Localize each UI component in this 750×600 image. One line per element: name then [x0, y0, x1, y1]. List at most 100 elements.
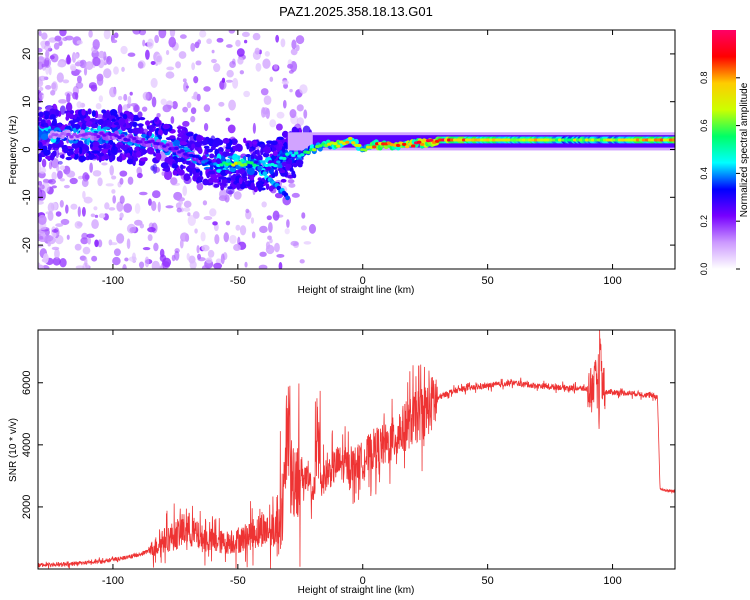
band-blob: [194, 168, 201, 173]
noise-blob: [50, 90, 56, 96]
noise-blob: [252, 32, 261, 41]
noise-blob: [147, 234, 153, 242]
noise-blob: [182, 207, 191, 212]
noise-blob: [142, 39, 146, 47]
noise-blob: [98, 50, 105, 59]
noise-blob: [205, 257, 213, 264]
noise-blob: [82, 246, 91, 255]
ridge-core: [150, 139, 155, 143]
x-tick-label: 50: [482, 575, 494, 587]
band-blob: [155, 152, 162, 161]
ridge-core: [117, 135, 122, 140]
noise-blob: [150, 77, 158, 89]
noise-blob: [152, 163, 158, 175]
ridge-core: [99, 131, 104, 135]
noise-blob: [148, 198, 152, 206]
noise-blob: [117, 95, 123, 101]
band-blob: [191, 169, 196, 175]
noise-blob: [59, 30, 67, 37]
band-blob: [119, 112, 124, 116]
noise-blob: [89, 162, 93, 173]
noise-blob: [127, 52, 136, 57]
noise-blob: [259, 225, 268, 234]
band-blob: [126, 152, 131, 158]
noise-blob: [129, 226, 137, 234]
ridge-core: [411, 144, 416, 148]
band-blob: [69, 149, 74, 155]
noise-blob: [183, 81, 189, 93]
band-blob: [244, 180, 249, 185]
band-blob: [281, 130, 289, 138]
y-tick-label: 4000: [21, 433, 33, 457]
ridge-core: [66, 132, 71, 137]
noise-blob: [64, 35, 74, 41]
noise-blob: [176, 207, 182, 213]
band-blob: [199, 170, 203, 177]
colorbar-scale: [712, 30, 736, 269]
band-blob: [176, 126, 185, 130]
band-blob: [196, 134, 202, 143]
band-blob: [212, 178, 220, 183]
band-blob: [185, 132, 194, 137]
noise-blob: [233, 243, 241, 252]
noise-blob: [55, 211, 62, 217]
noise-blob: [90, 213, 96, 218]
band-blob: [283, 141, 288, 149]
band-blob: [191, 143, 196, 149]
band-blob: [47, 143, 52, 152]
noise-blob: [186, 101, 192, 109]
band-blob: [107, 149, 111, 157]
band-blob: [79, 146, 83, 155]
noise-blob: [55, 223, 64, 227]
noise-blob: [158, 30, 167, 39]
noise-blob: [66, 170, 76, 178]
noise-blob: [38, 264, 45, 269]
colorbar-ticks: 0.0 0.2 0.4 0.6 0.8: [699, 72, 740, 275]
noise-blob: [60, 218, 70, 226]
noise-blob: [81, 206, 86, 217]
noise-blob: [91, 219, 99, 230]
noise-blob: [127, 95, 132, 106]
noise-blob: [69, 177, 78, 185]
noise-blob: [187, 212, 191, 217]
noise-blob: [174, 250, 180, 261]
band-blob: [188, 162, 196, 169]
band-blob: [108, 155, 113, 163]
noise-blob: [74, 69, 82, 74]
noise-blob: [252, 122, 256, 134]
noise-blob: [56, 165, 60, 172]
ridge-core: [306, 150, 311, 155]
x-tick-label: -100: [102, 575, 124, 587]
band-blob: [265, 183, 270, 190]
band-blob: [49, 114, 56, 120]
noise-blob: [70, 203, 78, 210]
noise-blob: [237, 57, 244, 65]
noise-blob: [229, 60, 236, 69]
band-blob: [81, 123, 87, 131]
band-blob: [257, 154, 263, 162]
band-blob: [71, 142, 79, 149]
noise-blob: [175, 61, 181, 69]
band-blob: [65, 115, 70, 121]
noise-blob: [58, 99, 67, 104]
band-blob: [173, 139, 181, 147]
noise-blob: [119, 177, 124, 185]
noise-blob: [66, 234, 70, 240]
noise-blob: [209, 208, 217, 217]
noise-blob: [136, 166, 143, 175]
band-blob: [81, 108, 86, 116]
noise-blob: [187, 214, 196, 226]
noise-blob: [287, 179, 295, 184]
noise-blob: [43, 57, 52, 69]
noise-blob: [59, 258, 67, 268]
band-blob: [146, 146, 155, 155]
band-blob: [98, 145, 103, 149]
noise-blob: [65, 204, 69, 214]
noise-blob: [98, 213, 106, 219]
band-blob: [68, 120, 76, 125]
noise-blob: [287, 63, 294, 69]
ridge-core: [141, 137, 146, 141]
y-tick-label: 2000: [21, 495, 33, 519]
noise-blob: [147, 38, 154, 49]
